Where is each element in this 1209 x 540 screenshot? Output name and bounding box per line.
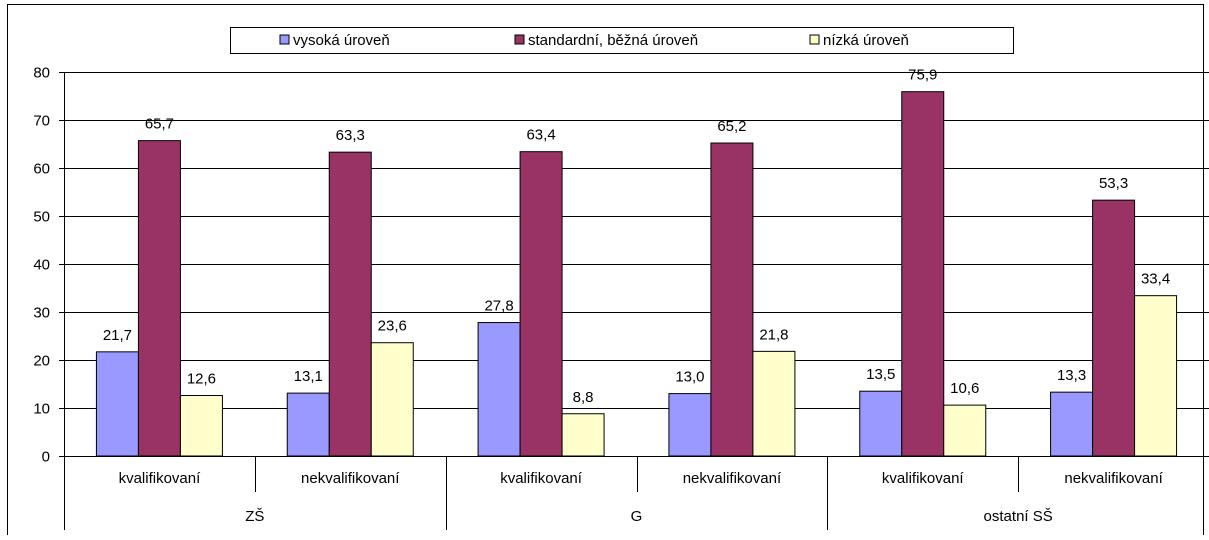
data-label: 13,3 [1057,367,1086,384]
data-label: 21,7 [103,327,132,344]
y-tick-label: 40 [33,257,50,274]
data-label: 75,9 [908,67,937,84]
data-label: 13,1 [294,368,323,385]
data-label: 33,4 [1141,271,1170,288]
chart-border [7,4,1204,540]
y-tick-label: 20 [33,353,50,370]
y-tick-label: 0 [42,449,50,466]
legend-swatch [809,34,820,45]
legend-box [230,27,1014,54]
bar [1092,199,1136,457]
data-label: 65,2 [717,118,746,135]
category-label: nekvalifikovaní [683,470,782,487]
bar [710,142,754,457]
category-label: kvalifikovaní [882,470,965,487]
legend-label: nízká úroveň [823,32,909,49]
y-tick-label: 60 [33,161,50,178]
data-label: 65,7 [145,116,174,133]
y-tick-label: 10 [33,401,50,418]
legend-swatch [279,34,290,45]
bar [519,151,563,457]
data-label: 63,4 [526,127,555,144]
data-label: 13,5 [866,366,895,383]
legend-swatch [514,34,525,45]
category-label: nekvalifikovaní [301,470,400,487]
category-label: kvalifikovaní [500,470,583,487]
data-label: 10,6 [950,380,979,397]
category-label: kvalifikovaní [119,470,202,487]
group-label: G [631,508,643,525]
data-label: 53,3 [1099,175,1128,192]
y-tick-label: 70 [33,113,50,130]
bar [1050,391,1094,457]
y-tick-label: 30 [33,305,50,322]
bar [477,322,521,457]
y-tick-label: 50 [33,209,50,226]
category-label: nekvalifikovaní [1064,470,1163,487]
bar [752,350,796,457]
group-label: ZŠ [245,508,264,525]
bar [668,393,712,457]
data-label: 23,6 [378,318,407,335]
group-label: ostatní SŠ [984,508,1053,525]
data-label: 27,8 [484,298,513,315]
bar [901,91,945,457]
bar [1134,295,1178,457]
data-label: 13,0 [675,369,704,386]
bar [179,395,223,457]
data-label: 63,3 [336,127,365,144]
legend-label: standardní, běžná úroveň [528,32,698,49]
data-label: 21,8 [759,326,788,343]
bar [943,404,987,457]
data-label: 12,6 [187,371,216,388]
bar [137,140,181,457]
data-label: 8,8 [573,389,594,406]
bar [370,342,414,457]
bar [859,390,903,457]
y-tick-label: 80 [33,65,50,82]
bar [286,392,330,457]
legend-label: vysoká úroveň [293,32,390,49]
bar [561,413,605,457]
bar [328,151,372,457]
bar [95,351,139,457]
